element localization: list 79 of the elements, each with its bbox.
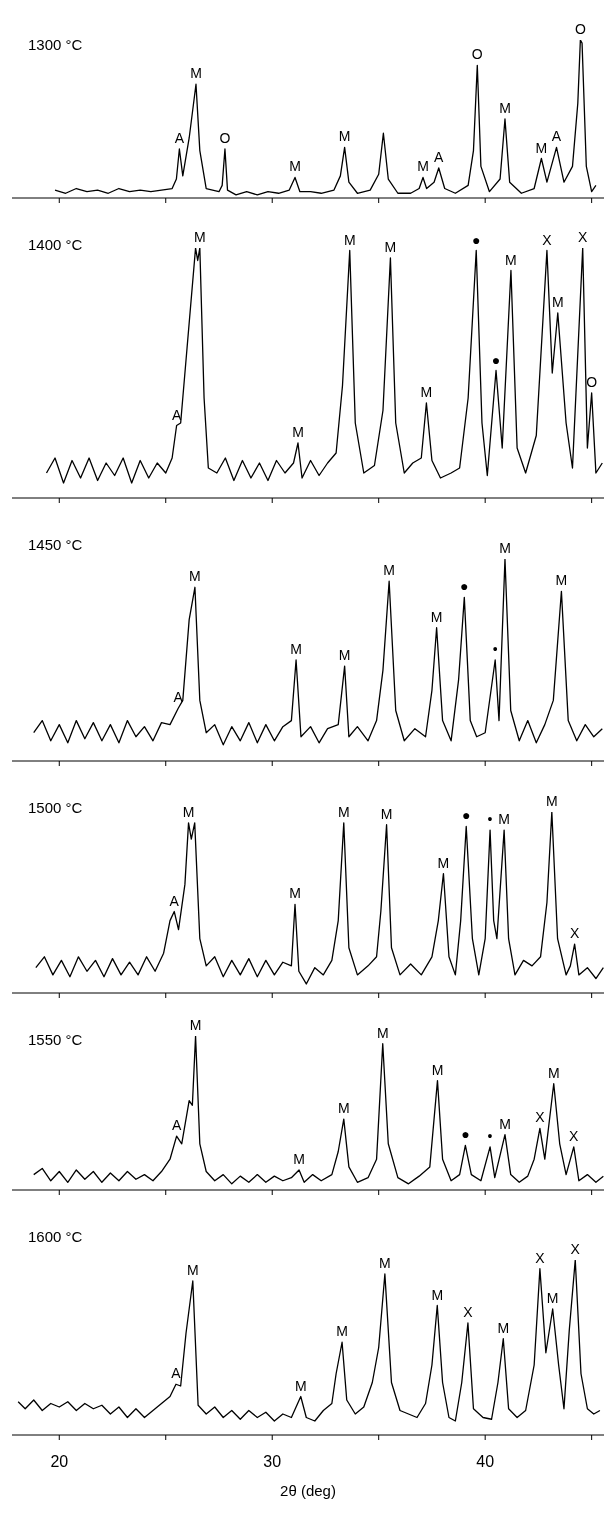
annotation: M <box>338 128 351 145</box>
annotation: ● <box>460 578 469 595</box>
annotation: M <box>193 229 206 245</box>
annotation: • <box>492 641 498 657</box>
annotation: M <box>430 608 443 625</box>
annotation: M <box>380 805 393 822</box>
x-tick-label: 30 <box>263 1453 282 1471</box>
annotation: O <box>586 374 598 390</box>
annotation: M <box>337 1100 350 1117</box>
annotation: M <box>338 647 351 664</box>
annotation: X <box>463 1304 474 1320</box>
annotation: A <box>174 130 185 147</box>
annotation: M <box>420 384 433 400</box>
annotation: M <box>499 540 511 556</box>
annotation: X <box>535 1109 546 1126</box>
annotation: M <box>546 1290 559 1306</box>
annotation: M <box>545 793 558 809</box>
x-tick-label: 40 <box>476 1453 495 1471</box>
annotation: A <box>171 406 182 423</box>
annotation: • <box>487 1127 493 1144</box>
annotation: M <box>535 139 548 156</box>
chart-title: 1600 °C <box>28 1228 83 1245</box>
annotation: A <box>434 148 445 165</box>
annotation: M <box>186 1262 199 1278</box>
annotation: O <box>219 130 231 147</box>
annotation: M <box>292 424 304 440</box>
annotation: X <box>578 229 589 245</box>
annotation: M <box>189 568 201 585</box>
annotation: M <box>417 158 429 175</box>
annotation: A <box>171 1117 182 1134</box>
chart-title: 1550 °C <box>28 1031 83 1048</box>
annotation: M <box>343 231 356 248</box>
annotation: M <box>555 572 568 589</box>
annotation: M <box>294 1377 307 1394</box>
annotation: M <box>336 1323 348 1340</box>
annotation: M <box>376 1024 389 1041</box>
annotation: M <box>498 811 510 828</box>
annotation: A <box>551 128 562 145</box>
annotation: M <box>290 641 302 657</box>
annotation: M <box>337 803 350 820</box>
annotation: M <box>437 854 450 871</box>
annotation: M <box>384 239 397 255</box>
annotation: X <box>569 1127 580 1144</box>
annotation: M <box>289 158 301 175</box>
annotation: M <box>499 1115 511 1132</box>
annotation: O <box>574 21 586 37</box>
annotation: M <box>189 1017 202 1033</box>
annotation: M <box>497 1319 510 1336</box>
chart-title: 1300 °C <box>28 36 83 53</box>
chart-title: 1500 °C <box>28 799 83 816</box>
annotation: M <box>551 294 564 310</box>
annotation: M <box>293 1150 305 1167</box>
chart-title: 1400 °C <box>28 236 83 253</box>
chart-title: 1450 °C <box>28 536 83 553</box>
annotation: ● <box>491 351 501 368</box>
annotation: • <box>487 811 493 828</box>
annotation: M <box>383 562 395 579</box>
annotation: M <box>289 885 301 902</box>
annotation: ● <box>461 1126 470 1143</box>
annotation: O <box>471 46 483 63</box>
annotation: X <box>535 1249 546 1266</box>
annotation: M <box>547 1064 560 1081</box>
annotation: M <box>431 1061 444 1078</box>
annotation: ● <box>472 231 481 248</box>
annotation: X <box>570 1241 581 1257</box>
annotation: ● <box>461 807 471 824</box>
annotation: M <box>431 1286 444 1303</box>
annotation: M <box>190 65 202 82</box>
x-tick-label: 20 <box>50 1453 69 1471</box>
annotation: X <box>542 231 553 248</box>
annotation: A <box>171 1365 182 1382</box>
annotation: A <box>173 689 184 706</box>
annotation: M <box>499 100 511 116</box>
annotation: M <box>379 1255 391 1271</box>
annotation: X <box>569 925 580 942</box>
x-axis-title: 2θ (deg) <box>280 1482 336 1499</box>
annotation: A <box>169 892 180 909</box>
annotation: M <box>182 803 195 820</box>
annotation: M <box>505 251 517 268</box>
